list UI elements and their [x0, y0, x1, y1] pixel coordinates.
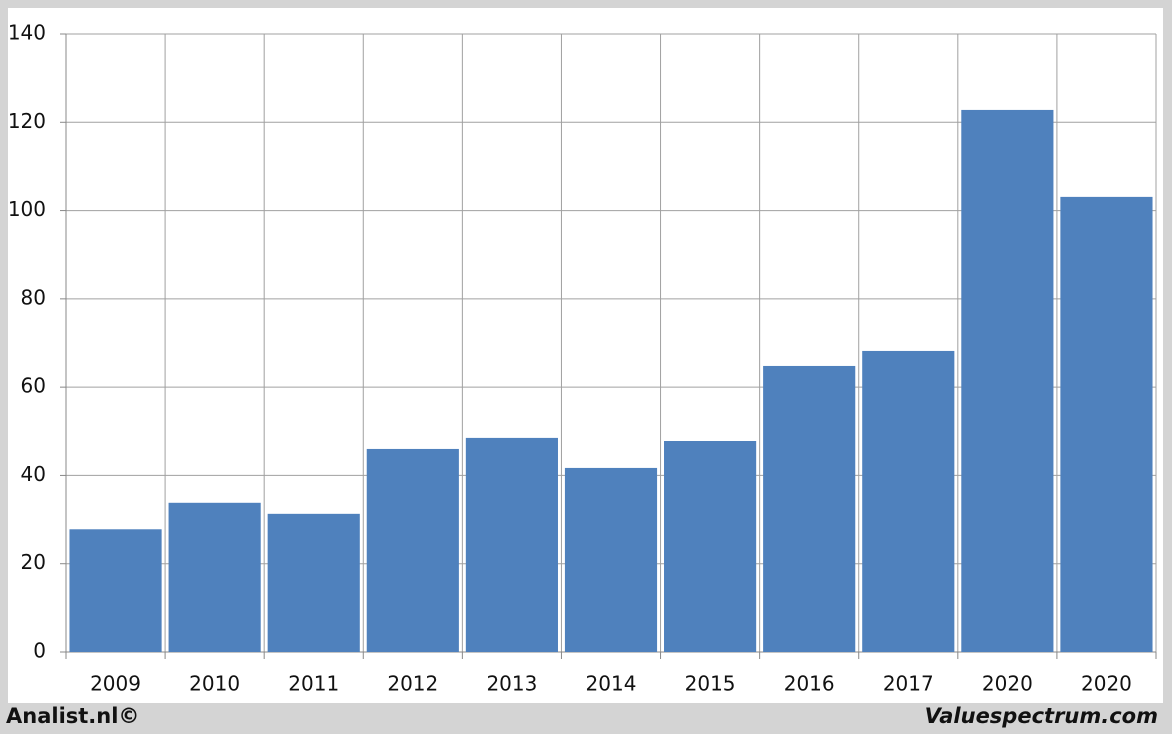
- x-tick-label: 2009: [90, 672, 141, 696]
- y-tick-label: 20: [21, 550, 46, 574]
- bar: [862, 350, 955, 652]
- y-tick-label: 80: [21, 285, 46, 309]
- x-tick-label: 2020: [1081, 672, 1132, 696]
- bar: [168, 502, 261, 652]
- bar: [763, 365, 856, 652]
- bar: [267, 513, 360, 652]
- y-tick-label: 60: [21, 374, 46, 398]
- y-tick-label: 0: [33, 639, 46, 663]
- x-tick-label: 2013: [486, 672, 537, 696]
- x-tick-label: 2016: [784, 672, 835, 696]
- credit-left: Analist.nl©: [6, 704, 139, 728]
- x-tick-label: 2017: [883, 672, 934, 696]
- x-tick-label: 2012: [387, 672, 438, 696]
- x-tick-label: 2014: [586, 672, 637, 696]
- bar: [465, 437, 558, 652]
- bar: [366, 448, 459, 652]
- x-tick-label: 2015: [685, 672, 736, 696]
- credit-right: Valuespectrum.com: [925, 704, 1158, 728]
- y-tick-label: 100: [8, 197, 46, 221]
- x-tick-label: 2010: [189, 672, 240, 696]
- y-tick-label: 120: [8, 109, 46, 133]
- bar: [961, 109, 1054, 652]
- bar: [1060, 196, 1153, 652]
- x-tick-label: 2011: [288, 672, 339, 696]
- bar: [69, 529, 162, 652]
- x-tick-label: 2020: [982, 672, 1033, 696]
- y-tick-label: 140: [8, 21, 46, 45]
- bar: [664, 440, 757, 652]
- bar: [564, 467, 658, 652]
- y-tick-label: 40: [21, 462, 46, 486]
